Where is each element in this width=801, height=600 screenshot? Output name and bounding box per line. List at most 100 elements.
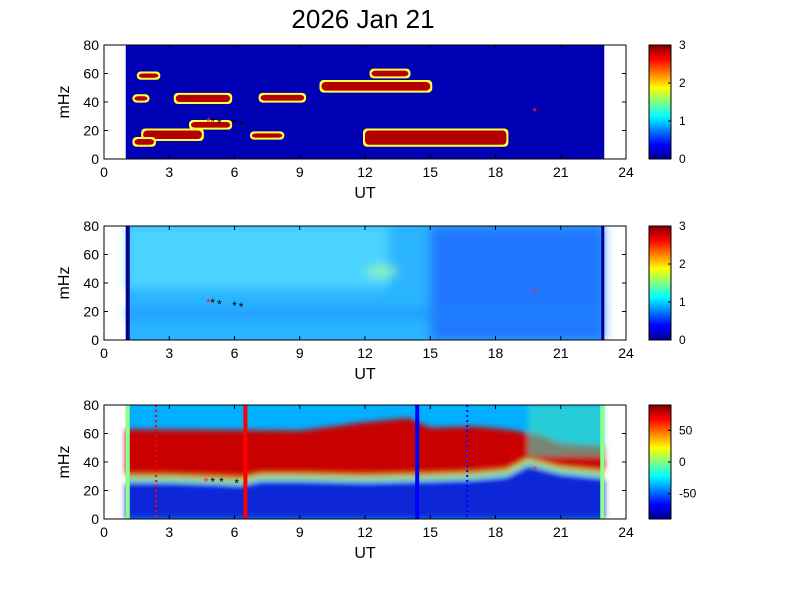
marker-black: * [217, 116, 222, 130]
x-tick-label: 15 [422, 345, 438, 361]
x-axis-label: UT [354, 366, 376, 383]
x-tick-label: 15 [422, 524, 438, 540]
heatmap-darker-region [430, 226, 605, 340]
colorbar [648, 44, 672, 160]
activity-patches [132, 68, 509, 147]
x-tick-label: 18 [488, 524, 504, 540]
activity-patch [134, 139, 155, 145]
x-tick-label: 12 [357, 164, 373, 180]
marker-red: * [532, 286, 537, 300]
activity-patch [321, 82, 431, 91]
colorbar-tick-label: -50 [679, 487, 697, 501]
colorbar-tick-label: 2 [679, 257, 686, 271]
x-tick-label: 12 [357, 345, 373, 361]
colorbar-tick-label: 1 [679, 114, 686, 128]
activity-patch [371, 70, 409, 77]
y-tick-label: 20 [83, 304, 99, 320]
figure-title: 2026 Jan 21 [291, 4, 434, 34]
heatmap-lighter-region [125, 226, 389, 289]
x-tick-label: 6 [231, 524, 239, 540]
y-tick-label: 80 [83, 37, 99, 53]
colorbar-tick-label: 3 [679, 38, 686, 52]
x-tick-label: 3 [165, 345, 173, 361]
heatmap-texture [125, 226, 605, 340]
y-tick-label: 40 [83, 454, 99, 470]
x-tick-label: 0 [100, 164, 108, 180]
activity-patch [251, 133, 283, 138]
heatmap-right-edge [600, 405, 605, 519]
band-boundary [125, 460, 605, 484]
x-axis-label: UT [354, 545, 376, 562]
marker-black: * [232, 116, 237, 130]
x-tick-label: 3 [165, 524, 173, 540]
x-tick-label: 18 [488, 345, 504, 361]
x-tick-label: 9 [296, 524, 304, 540]
marker-red: * [206, 115, 211, 129]
marker-black: * [234, 476, 239, 490]
heatmap-area: * * * *** [125, 226, 605, 340]
activity-patch [175, 94, 231, 102]
x-tick-label: 24 [618, 164, 634, 180]
y-tick-label: 40 [83, 94, 99, 110]
y-tick-label: 40 [83, 275, 99, 291]
heatmap-right-edge [601, 226, 605, 340]
colorbar-tick-label: 0 [679, 152, 686, 166]
x-tick-label: 6 [231, 164, 239, 180]
marker-red: * [532, 464, 537, 478]
marker-black: * [210, 296, 215, 310]
colorbar-tick-label: 0 [679, 333, 686, 347]
marker-red: * [204, 475, 209, 489]
y-tick-label: 80 [83, 397, 99, 413]
x-tick-label: 12 [357, 524, 373, 540]
heatmap-mixed-region [528, 405, 605, 457]
activity-patch [260, 94, 305, 101]
x-tick-label: 0 [100, 524, 108, 540]
y-tick-label: 20 [83, 483, 99, 499]
y-tick-label: 80 [83, 218, 99, 234]
x-tick-label: 24 [618, 524, 634, 540]
activity-patch [143, 130, 202, 140]
y-axis-label: mHz [56, 86, 73, 119]
marker-black: * [219, 475, 224, 489]
x-tick-label: 18 [488, 164, 504, 180]
y-axis-label: mHz [56, 267, 73, 300]
heatmap-darker-band [125, 308, 605, 319]
x-tick-label: 9 [296, 345, 304, 361]
colorbar-tick-label: 50 [679, 423, 693, 437]
heatmap-left-edge [125, 405, 130, 519]
colorbar-tick-label: 2 [679, 76, 686, 90]
x-tick-label: 21 [553, 164, 569, 180]
marker-black: * [232, 299, 237, 313]
marker-black: * [239, 118, 244, 132]
heatmap-bright-spot [366, 265, 399, 278]
x-tick-label: 21 [553, 345, 569, 361]
heatmap-area: * * * *** [125, 45, 605, 159]
marker-red: * [206, 296, 211, 310]
colorbar-tick-label: 1 [679, 295, 686, 309]
x-tick-label: 6 [231, 345, 239, 361]
heatmap-area: * * *** [125, 405, 605, 519]
marker-black: * [239, 300, 244, 314]
colorbar [648, 404, 672, 520]
activity-patch [138, 73, 159, 78]
x-tick-label: 3 [165, 164, 173, 180]
x-tick-label: 24 [618, 345, 634, 361]
activity-patch [365, 130, 507, 145]
marker-red: * [532, 105, 537, 119]
y-tick-label: 0 [91, 332, 99, 348]
activity-patch [134, 96, 148, 101]
y-tick-label: 20 [83, 123, 99, 139]
y-tick-label: 0 [91, 511, 99, 527]
marker-black: * [217, 297, 222, 311]
marker-black: * [210, 475, 215, 489]
colorbar-tick-label: 0 [679, 455, 686, 469]
marker-black: * [210, 115, 215, 129]
y-tick-label: 0 [91, 151, 99, 167]
x-tick-label: 15 [422, 164, 438, 180]
y-tick-label: 60 [83, 247, 99, 263]
y-tick-label: 60 [83, 66, 99, 82]
y-axis-label: mHz [56, 446, 73, 479]
